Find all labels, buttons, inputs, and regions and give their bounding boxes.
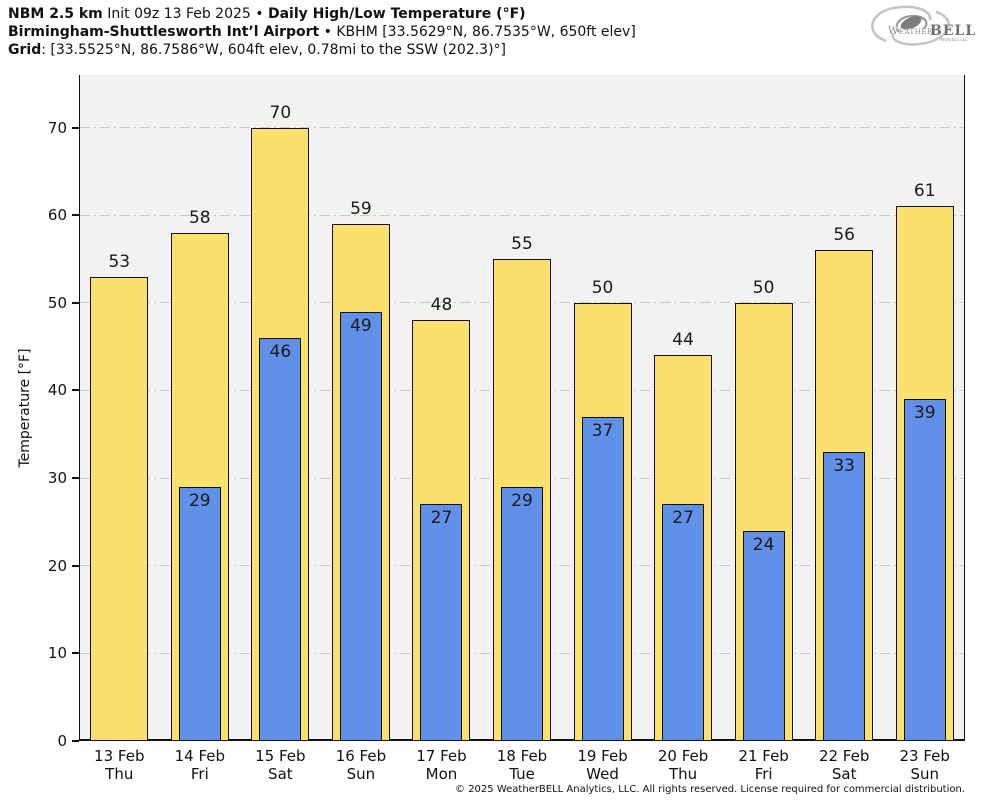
y-tick-mark bbox=[72, 214, 79, 217]
swirl-logo-icon: Weather BELL Analytics LLC bbox=[871, 5, 976, 46]
bar-value-low: 37 bbox=[591, 420, 614, 441]
x-tick-label-date: 22 Feb bbox=[818, 747, 870, 765]
x-tick-label-date: 18 Feb bbox=[496, 747, 548, 765]
y-tick-mark bbox=[72, 564, 79, 567]
bar-value-high: 44 bbox=[672, 330, 694, 351]
bar-value-high: 70 bbox=[269, 102, 292, 123]
y-tick-mark bbox=[72, 126, 79, 129]
x-tick-label-date: 16 Feb bbox=[335, 747, 387, 765]
header-line-1: NBM 2.5 km Init 09z 13 Feb 2025 • Daily … bbox=[8, 5, 636, 23]
bar-value-high: 61 bbox=[913, 181, 936, 202]
x-tick-label-date: 15 Feb bbox=[255, 747, 306, 765]
y-tick-mark bbox=[72, 389, 79, 392]
bar-low bbox=[903, 399, 946, 741]
logo-sub-text: Analytics LLC bbox=[940, 37, 968, 42]
svg-text:Analytics LLC: Analytics LLC bbox=[940, 37, 968, 42]
bar-low bbox=[259, 337, 302, 741]
bar-value-low: 39 bbox=[913, 403, 936, 424]
svg-text:BELL: BELL bbox=[930, 23, 976, 39]
bar-value-low: 29 bbox=[511, 490, 533, 511]
grid-meta: : [33.5525°N, 86.7586°W, 604ft elev, 0.7… bbox=[41, 42, 507, 58]
header-line-3: Grid: [33.5525°N, 86.7586°W, 604ft elev,… bbox=[8, 41, 636, 59]
y-tick-label: 70 bbox=[47, 118, 67, 137]
x-tick-label-date: 13 Feb bbox=[94, 747, 145, 765]
bar-value-high: 50 bbox=[591, 277, 614, 298]
y-tick-mark bbox=[72, 652, 79, 655]
logo-weather-text: Weather bbox=[888, 26, 933, 37]
gridline bbox=[80, 127, 963, 129]
bar-value-low: 46 bbox=[269, 341, 292, 362]
x-tick-label-day: Wed bbox=[586, 765, 619, 783]
bar-value-low: 24 bbox=[752, 534, 775, 555]
bar-value-high: 56 bbox=[833, 225, 855, 246]
bar-value-high: 55 bbox=[511, 234, 533, 255]
header-line-2: Birmingham-Shuttlesworth Intʼl Airport •… bbox=[8, 23, 636, 41]
y-tick-label: 40 bbox=[47, 381, 67, 400]
x-tick-label-day: Thu bbox=[105, 765, 134, 783]
bar-low bbox=[662, 504, 705, 741]
bar-value-high: 50 bbox=[752, 277, 775, 298]
x-tick-label-date: 14 Feb bbox=[174, 747, 226, 765]
chart-header: NBM 2.5 km Init 09z 13 Feb 2025 • Daily … bbox=[8, 5, 636, 59]
x-tick-label-day: Sun bbox=[346, 765, 376, 783]
x-tick-label-day: Tue bbox=[509, 765, 535, 783]
y-tick-mark bbox=[72, 477, 79, 480]
bar-high bbox=[90, 276, 149, 741]
x-tick-label-date: 19 Feb bbox=[577, 747, 628, 765]
bar-value-low: 29 bbox=[188, 490, 211, 511]
x-tick-label-day: Thu bbox=[668, 765, 698, 783]
y-tick-label: 20 bbox=[47, 556, 67, 575]
x-tick-label-date: 23 Feb bbox=[899, 747, 950, 765]
bar-low bbox=[823, 451, 866, 741]
x-tick-label-day: Fri bbox=[190, 765, 209, 783]
station-meta: • KBHM [33.5629°N, 86.7535°W, 650ft elev… bbox=[319, 24, 636, 40]
y-tick-label: 60 bbox=[47, 206, 67, 225]
logo-bell-text: BELL bbox=[930, 23, 976, 39]
x-tick-label-day: Mon bbox=[425, 765, 458, 783]
product-title: Daily High/Low Temperature (°F) bbox=[267, 6, 526, 22]
y-axis-label: Temperature [°F] bbox=[17, 348, 33, 468]
x-tick-label-date: 21 Feb bbox=[738, 747, 789, 765]
weatherbell-logo: Weather BELL Analytics LLC bbox=[864, 1, 982, 53]
y-tick-label: 30 bbox=[47, 469, 67, 488]
bar-low bbox=[420, 504, 463, 741]
x-tick-label-day: Sat bbox=[268, 765, 293, 783]
bar-value-low: 33 bbox=[833, 455, 855, 476]
y-tick-mark bbox=[72, 740, 79, 742]
svg-text:Weather: Weather bbox=[888, 26, 933, 37]
bar-value-high: 59 bbox=[350, 198, 372, 219]
x-tick-label-date: 17 Feb bbox=[416, 747, 467, 765]
init-time: Init 09z 13 Feb 2025 • bbox=[102, 6, 268, 22]
bar-value-high: 58 bbox=[188, 207, 211, 228]
x-tick-label-date: 20 Feb bbox=[657, 747, 709, 765]
copyright-footer: © 2025 WeatherBELL Analytics, LLC. All r… bbox=[455, 784, 965, 795]
model-name: NBM 2.5 km bbox=[8, 6, 103, 22]
grid-label: Grid bbox=[8, 42, 42, 58]
x-tick-label-day: Sat bbox=[831, 765, 857, 783]
y-tick-label: 0 bbox=[57, 732, 67, 750]
x-tick-label-day: Sun bbox=[910, 765, 939, 783]
y-tick-label: 10 bbox=[47, 644, 67, 663]
bar-low bbox=[339, 311, 382, 741]
gridline bbox=[80, 214, 963, 216]
bar-value-low: 27 bbox=[430, 508, 453, 529]
bar-low bbox=[178, 486, 221, 741]
bar-value-low: 27 bbox=[672, 508, 694, 529]
station-name: Birmingham-Shuttlesworth Intʼl Airport bbox=[8, 24, 320, 40]
bar-value-high: 53 bbox=[108, 251, 131, 272]
y-tick-label: 50 bbox=[47, 293, 67, 312]
y-tick-mark bbox=[72, 301, 79, 304]
bar-low bbox=[742, 530, 785, 741]
bar-value-low: 49 bbox=[350, 315, 372, 336]
x-tick-label-day: Fri bbox=[754, 765, 773, 783]
bar-value-high: 48 bbox=[430, 295, 453, 316]
bar-low bbox=[501, 486, 543, 741]
bar-low bbox=[581, 416, 624, 741]
